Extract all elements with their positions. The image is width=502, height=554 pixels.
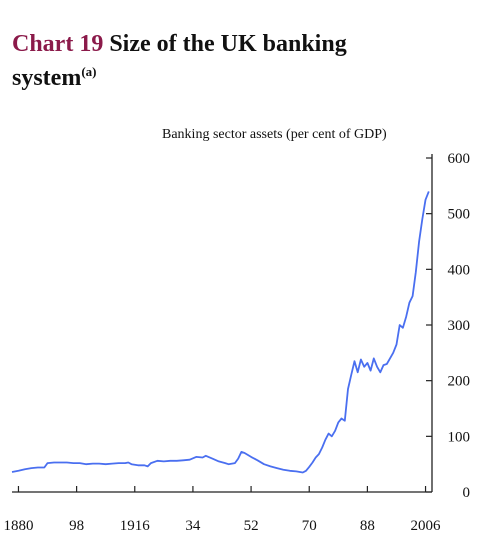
x-tick-label: 52: [244, 518, 259, 534]
y-tick-label: 400: [448, 262, 471, 278]
axes: [12, 154, 433, 493]
chart-number: Chart 19: [12, 31, 104, 57]
y-tick-label: 200: [448, 374, 471, 390]
x-tick-label: 34: [185, 518, 201, 534]
chart-title-footnote: (a): [81, 64, 97, 79]
x-tick-label: 1880: [3, 518, 33, 534]
y-tick-label: 300: [448, 318, 471, 334]
chart-title-main: Size of the UK banking: [109, 31, 347, 57]
x-ticks: 1880 98 1916 34 52 70 88 2006: [3, 486, 441, 534]
y-tick-label: 600: [448, 151, 471, 167]
y-tick-label: 0: [463, 485, 471, 501]
x-tick-label: 88: [360, 518, 375, 534]
chart-title-cont: system: [12, 65, 82, 91]
y-tick-label: 500: [448, 207, 471, 223]
y-ticks: 0 100 200 300 400 500 600: [426, 151, 470, 501]
x-tick-label: 1916: [120, 518, 151, 534]
y-axis-label: Banking sector assets (per cent of GDP): [162, 127, 387, 142]
y-tick-label: 100: [448, 429, 471, 445]
series-line-banking-assets: [11, 191, 430, 474]
x-tick-label: 2006: [411, 518, 442, 534]
x-tick-label: 70: [302, 518, 317, 534]
chart-title: Chart 19 Size of the UK banking system(a…: [12, 30, 482, 92]
x-tick-label: 98: [69, 518, 84, 534]
